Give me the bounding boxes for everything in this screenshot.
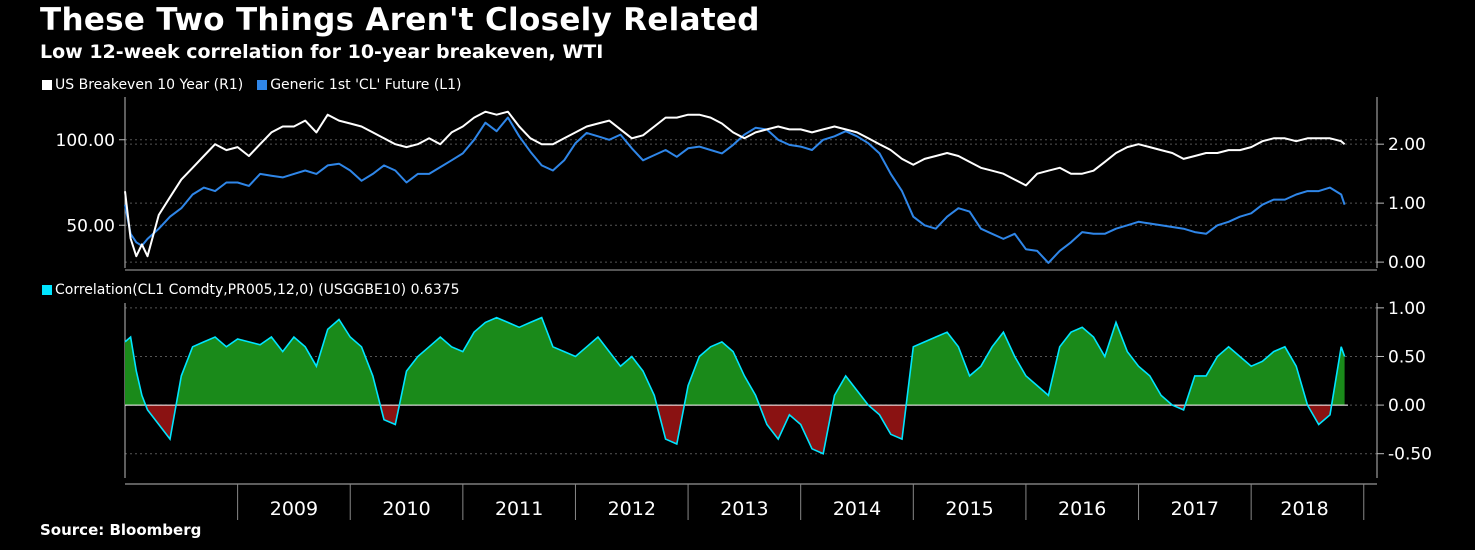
legend-swatch-cl xyxy=(257,80,268,90)
top-legend: US Breakeven 10 Year (R1) Generic 1st 'C… xyxy=(42,77,461,93)
legend-swatch-breakeven xyxy=(42,80,52,90)
legend-swatch-correlation xyxy=(42,285,52,295)
x-tick-label: 2013 xyxy=(720,498,768,520)
top-lines xyxy=(124,110,1346,264)
bottom-legend: Correlation(CL1 Comdty,PR005,12,0) (USGG… xyxy=(42,282,460,298)
correlation-area xyxy=(124,316,1348,455)
bottom-tick-label: -0.50 xyxy=(1388,445,1432,465)
legend-label-cl: Generic 1st 'CL' Future (L1) xyxy=(270,77,462,93)
axes xyxy=(119,97,1384,520)
series-line xyxy=(124,116,1346,264)
positive-area xyxy=(125,317,1345,406)
x-tick-label: 2015 xyxy=(945,498,993,520)
chart-subtitle: Low 12-week correlation for 10-year brea… xyxy=(40,41,604,63)
correlation-line xyxy=(124,316,1346,455)
chart-title: These Two Things Aren't Closely Related xyxy=(40,2,760,38)
bottom-tick-label: 0.00 xyxy=(1388,396,1426,416)
legend-label-breakeven: US Breakeven 10 Year (R1) xyxy=(55,77,244,93)
x-tick-label: 2017 xyxy=(1171,498,1219,520)
x-tick-label: 2009 xyxy=(270,498,318,520)
x-tick-label: 2012 xyxy=(608,498,656,520)
x-tick-label: 2016 xyxy=(1058,498,1106,520)
series-line xyxy=(124,110,1346,258)
x-tick-label: 2010 xyxy=(382,498,430,520)
right-tick-label: 2.00 xyxy=(1388,135,1426,155)
x-tick-label: 2011 xyxy=(495,498,543,520)
x-tick-label: 2014 xyxy=(833,498,881,520)
bottom-tick-label: 0.50 xyxy=(1388,347,1426,367)
tick-labels: 100.00 50.00 2.00 1.00 0.00 1.00 0.50 0.00 -0.50… xyxy=(56,131,1432,520)
source-note: Source: Bloomberg xyxy=(40,521,202,539)
legend-label-correlation: Correlation(CL1 Comdty,PR005,12,0) (USGG… xyxy=(55,282,460,298)
bottom-tick-label: 1.00 xyxy=(1388,299,1426,319)
left-tick-label: 50.00 xyxy=(66,216,115,236)
right-tick-label: 1.00 xyxy=(1388,194,1426,214)
left-tick-label: 100.00 xyxy=(56,131,115,151)
top-gridlines xyxy=(125,139,1377,263)
right-tick-label: 0.00 xyxy=(1388,253,1426,273)
x-tick-label: 2018 xyxy=(1280,498,1328,520)
